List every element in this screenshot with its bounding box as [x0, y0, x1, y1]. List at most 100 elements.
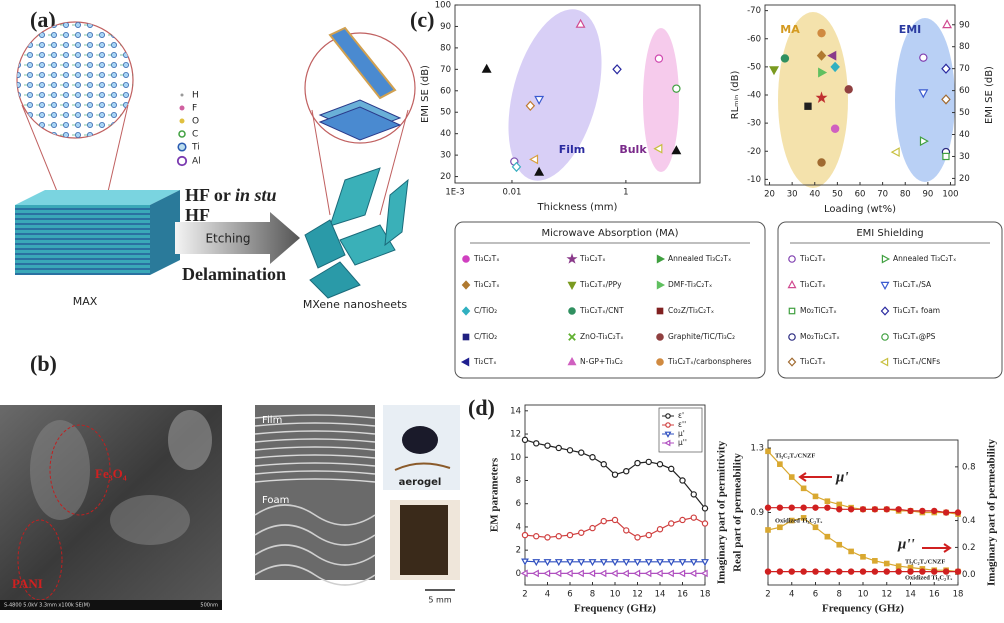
data-point — [919, 507, 926, 515]
data-point — [836, 568, 843, 575]
data-point — [800, 504, 807, 511]
data-point — [859, 506, 867, 513]
x-tick-label: 12 — [881, 590, 892, 600]
legend-label: ε'' — [678, 420, 686, 429]
arrow — [798, 472, 832, 482]
legend-label: Annealed Ti₃C₂Tₓ — [668, 254, 731, 263]
data-point — [788, 504, 795, 511]
legend-label: Ti₃C₂Tₓ/PPy — [579, 280, 622, 289]
data-point — [824, 568, 831, 575]
legend-label: C/TiO₂ — [474, 332, 497, 341]
y2-tick-label: 0.2 — [962, 543, 976, 553]
data-point — [818, 67, 828, 78]
data-point — [859, 568, 867, 575]
annotation: Oxidized Ti₃C₂Tₓ — [775, 517, 822, 524]
legend-label: Mo₂TiC₂Tₓ — [800, 306, 837, 315]
y-tick-label: 0 — [516, 569, 521, 579]
region — [508, 9, 602, 181]
data-point — [534, 95, 545, 105]
data-point — [836, 541, 843, 548]
data-point — [589, 524, 596, 532]
data-point — [776, 568, 784, 575]
legend-marker — [460, 357, 470, 367]
data-point — [895, 568, 902, 575]
data-point — [578, 449, 585, 456]
y-tick-label: -30 — [747, 119, 761, 129]
data-point — [942, 568, 950, 575]
x-tick-label: 12 — [632, 590, 643, 600]
data-point — [533, 440, 540, 447]
legend-marker — [665, 422, 671, 428]
element-label: Ti — [191, 143, 200, 153]
arrow-label-part: in stu — [235, 185, 277, 205]
data-point — [883, 506, 890, 513]
data-point — [847, 506, 855, 513]
data-point — [907, 568, 914, 575]
data-point — [612, 64, 622, 75]
x-tick-label: 4 — [789, 590, 794, 600]
y-tick-label: 14 — [510, 406, 521, 416]
data-point — [830, 124, 840, 133]
legend-label: ZnO-Ti₃C₂Tₓ — [580, 332, 624, 341]
y2-tick-label: 20 — [959, 174, 970, 184]
data-point — [655, 569, 663, 578]
data-point — [668, 465, 675, 473]
sem-label: PANI — [12, 576, 43, 591]
x-tick-label: 80 — [900, 190, 911, 200]
data-point — [690, 514, 697, 521]
y-axis-title: Real part of permeability — [732, 453, 744, 572]
data-point — [919, 136, 929, 147]
legend-marker — [462, 255, 470, 263]
series-label: MA — [780, 23, 800, 36]
y2-tick-label: 30 — [959, 152, 970, 162]
x-tick-label: 18 — [700, 590, 711, 600]
x-tick-label: 16 — [677, 590, 688, 600]
data-point — [817, 28, 826, 38]
y-tick-label: -50 — [747, 62, 761, 72]
data-point — [769, 66, 780, 76]
x-tick-label: 8 — [837, 590, 842, 600]
data-point — [800, 485, 807, 492]
data-point — [633, 559, 642, 567]
data-point — [555, 444, 562, 452]
data-point — [672, 84, 681, 93]
y-tick-label: 6 — [516, 499, 521, 509]
data-point — [577, 559, 586, 567]
panel-label: (d) — [468, 395, 495, 420]
legend-label: ε' — [678, 411, 684, 420]
data-point — [918, 89, 929, 99]
x-tick-label: 30 — [787, 190, 798, 200]
data-point — [804, 102, 812, 110]
y-tick-label: 90 — [440, 22, 451, 32]
element-label: Al — [192, 157, 201, 167]
y-tick-label: 30 — [440, 151, 451, 161]
y2-tick-label: 40 — [959, 130, 970, 140]
data-point — [666, 569, 674, 578]
data-point — [588, 569, 596, 578]
y-tick-label: 60 — [440, 86, 451, 96]
data-point — [611, 471, 619, 478]
y-tick-label: 70 — [440, 65, 451, 75]
photo-label: aerogel — [399, 477, 442, 488]
data-point — [555, 533, 562, 540]
data-point — [645, 458, 652, 466]
data-point — [817, 158, 826, 167]
data-point — [895, 506, 902, 513]
data-point — [765, 448, 771, 455]
y-tick-label: 1.3 — [750, 444, 764, 454]
data-point — [656, 526, 664, 533]
x-axis-title: Frequency (GHz) — [822, 603, 904, 615]
legend-box — [454, 221, 766, 379]
y-tick-label: 20 — [440, 172, 451, 182]
y-tick-label: -20 — [747, 147, 761, 157]
legend-marker — [665, 413, 671, 419]
data-point — [671, 145, 682, 155]
data-point — [633, 569, 641, 578]
data-point — [812, 504, 819, 511]
legend-label: N-GP+Ti₃C₂ — [580, 357, 623, 366]
y2-tick-label: 0.4 — [962, 516, 976, 526]
annotation: Ti₃C₂Tₓ/CNZF — [775, 452, 815, 459]
data-point — [654, 54, 664, 63]
x-tick-label: 6 — [567, 590, 572, 600]
